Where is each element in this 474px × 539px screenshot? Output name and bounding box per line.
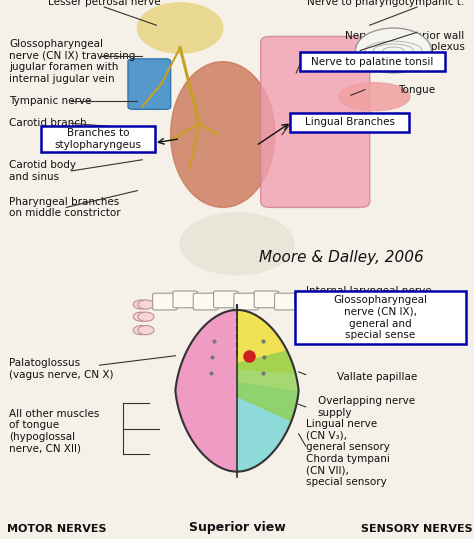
Text: Glossopharyngeal
nerve (CN IX) traversing
jugular foramen with
internal jugular : Glossopharyngeal nerve (CN IX) traversin…: [9, 39, 136, 84]
FancyBboxPatch shape: [128, 59, 171, 109]
Text: All other muscles
of tongue
(hypoglossal
nerve, CN XII): All other muscles of tongue (hypoglossal…: [9, 409, 100, 454]
Circle shape: [320, 312, 336, 321]
Circle shape: [133, 326, 149, 335]
FancyBboxPatch shape: [153, 293, 177, 310]
Circle shape: [133, 300, 149, 309]
FancyBboxPatch shape: [290, 113, 409, 132]
Text: SENSORY NERVES: SENSORY NERVES: [361, 523, 473, 534]
Text: Carotid body
and sinus: Carotid body and sinus: [9, 160, 76, 182]
Text: Lesser petrosal nerve: Lesser petrosal nerve: [48, 0, 161, 7]
FancyBboxPatch shape: [234, 293, 258, 310]
Text: Palatoglossus
(vagus nerve, CN X): Palatoglossus (vagus nerve, CN X): [9, 358, 114, 380]
FancyBboxPatch shape: [173, 291, 198, 308]
Text: MOTOR NERVES: MOTOR NERVES: [7, 523, 107, 534]
Text: Overlapping nerve
supply: Overlapping nerve supply: [318, 396, 415, 418]
Text: Lingual Branches: Lingual Branches: [305, 117, 394, 127]
Polygon shape: [175, 310, 237, 477]
Circle shape: [320, 300, 336, 309]
FancyBboxPatch shape: [274, 293, 299, 310]
Text: Moore & Dalley, 2006: Moore & Dalley, 2006: [259, 250, 424, 265]
Text: Tongue: Tongue: [398, 85, 435, 95]
Text: Internal laryngeal nerve
(CN X): Internal laryngeal nerve (CN X): [306, 286, 431, 307]
Text: Nerve to palatine tonsil: Nerve to palatine tonsil: [311, 57, 433, 67]
Text: Tympanic nerve: Tympanic nerve: [9, 96, 92, 106]
FancyBboxPatch shape: [193, 293, 218, 310]
Text: Pharyngeal branches
on middle constrictor: Pharyngeal branches on middle constricto…: [9, 197, 121, 218]
Circle shape: [325, 312, 341, 321]
Circle shape: [133, 312, 149, 321]
Polygon shape: [237, 305, 295, 373]
FancyBboxPatch shape: [295, 291, 466, 344]
Text: Lingual nerve
(CN V₃),
general sensory
Chorda tympani
(CN VII),
special sensory: Lingual nerve (CN V₃), general sensory C…: [306, 419, 390, 487]
Text: Carotid branch: Carotid branch: [9, 119, 87, 128]
FancyBboxPatch shape: [261, 37, 370, 208]
Polygon shape: [237, 351, 299, 421]
Circle shape: [325, 300, 341, 309]
Circle shape: [325, 326, 341, 335]
Circle shape: [138, 326, 154, 335]
Circle shape: [138, 300, 154, 309]
Text: Nerve to posterior wall
of pharyngeal plexus: Nerve to posterior wall of pharyngeal pl…: [345, 31, 465, 52]
Circle shape: [320, 326, 336, 335]
Text: Superior view: Superior view: [189, 521, 285, 534]
Text: Nerve to pharyngotympanic t.: Nerve to pharyngotympanic t.: [307, 0, 465, 7]
FancyBboxPatch shape: [300, 52, 445, 72]
Text: Branches to
stylopharyngeus: Branches to stylopharyngeus: [55, 128, 142, 150]
Text: Vallate papillae: Vallate papillae: [337, 372, 417, 382]
FancyBboxPatch shape: [41, 126, 155, 152]
Ellipse shape: [339, 82, 410, 110]
FancyBboxPatch shape: [214, 291, 238, 308]
FancyBboxPatch shape: [254, 291, 279, 308]
Circle shape: [356, 28, 431, 73]
FancyBboxPatch shape: [295, 291, 319, 308]
Ellipse shape: [180, 213, 294, 275]
Ellipse shape: [171, 61, 275, 208]
Polygon shape: [237, 383, 299, 477]
Ellipse shape: [137, 3, 223, 53]
Text: Glossopharyngeal
nerve (CN IX),
general and
special sense: Glossopharyngeal nerve (CN IX), general …: [333, 295, 428, 340]
Circle shape: [138, 312, 154, 321]
